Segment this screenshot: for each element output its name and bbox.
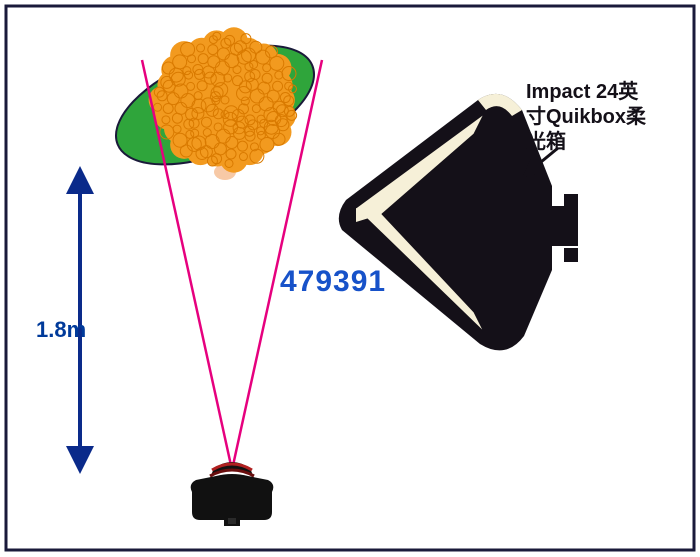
watermark-text: 479391 (280, 265, 386, 299)
diagram-canvas: 1.8m Impact 24英 寸Quikbox柔 光箱 479391 (0, 0, 700, 557)
height-label: 1.8m (36, 317, 86, 343)
softbox-label: Impact 24英 寸Quikbox柔 光箱 (526, 80, 646, 155)
subject-group (100, 21, 331, 189)
camera-icon (191, 462, 274, 526)
